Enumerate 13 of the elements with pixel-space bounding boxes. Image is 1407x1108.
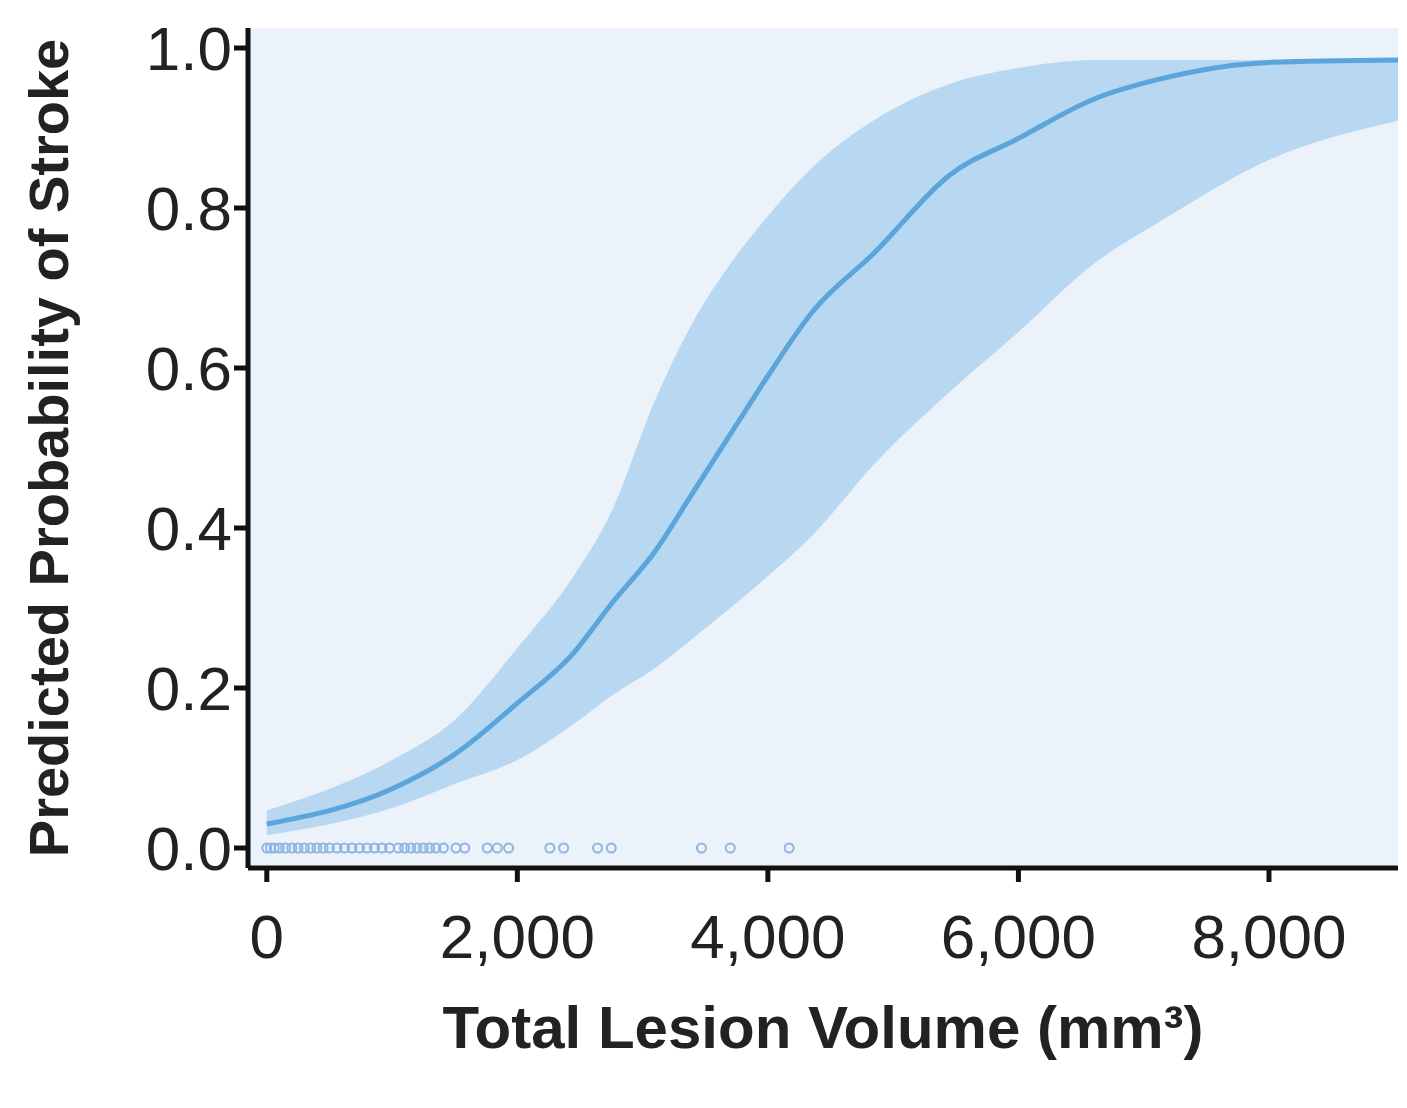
y-tick-label: 0.2 <box>145 654 232 724</box>
y-tick-label: 0.0 <box>145 814 232 884</box>
x-tick-label: 6,000 <box>940 902 1096 972</box>
y-axis-title: Predicted Probability of Stroke <box>16 38 80 858</box>
y-tick-label: 0.4 <box>145 494 232 564</box>
x-tick-label: 8,000 <box>1191 902 1347 972</box>
x-tick-label: 2,000 <box>439 902 595 972</box>
y-tick-label: 0.6 <box>145 334 232 404</box>
x-tick-label: 4,000 <box>690 902 846 972</box>
x-tick-label: 0 <box>249 902 285 972</box>
x-axis-title: Total Lesion Volume (mm³) <box>442 994 1204 1061</box>
y-tick-label: 1.0 <box>145 14 232 84</box>
y-tick-label: 0.8 <box>145 174 232 244</box>
